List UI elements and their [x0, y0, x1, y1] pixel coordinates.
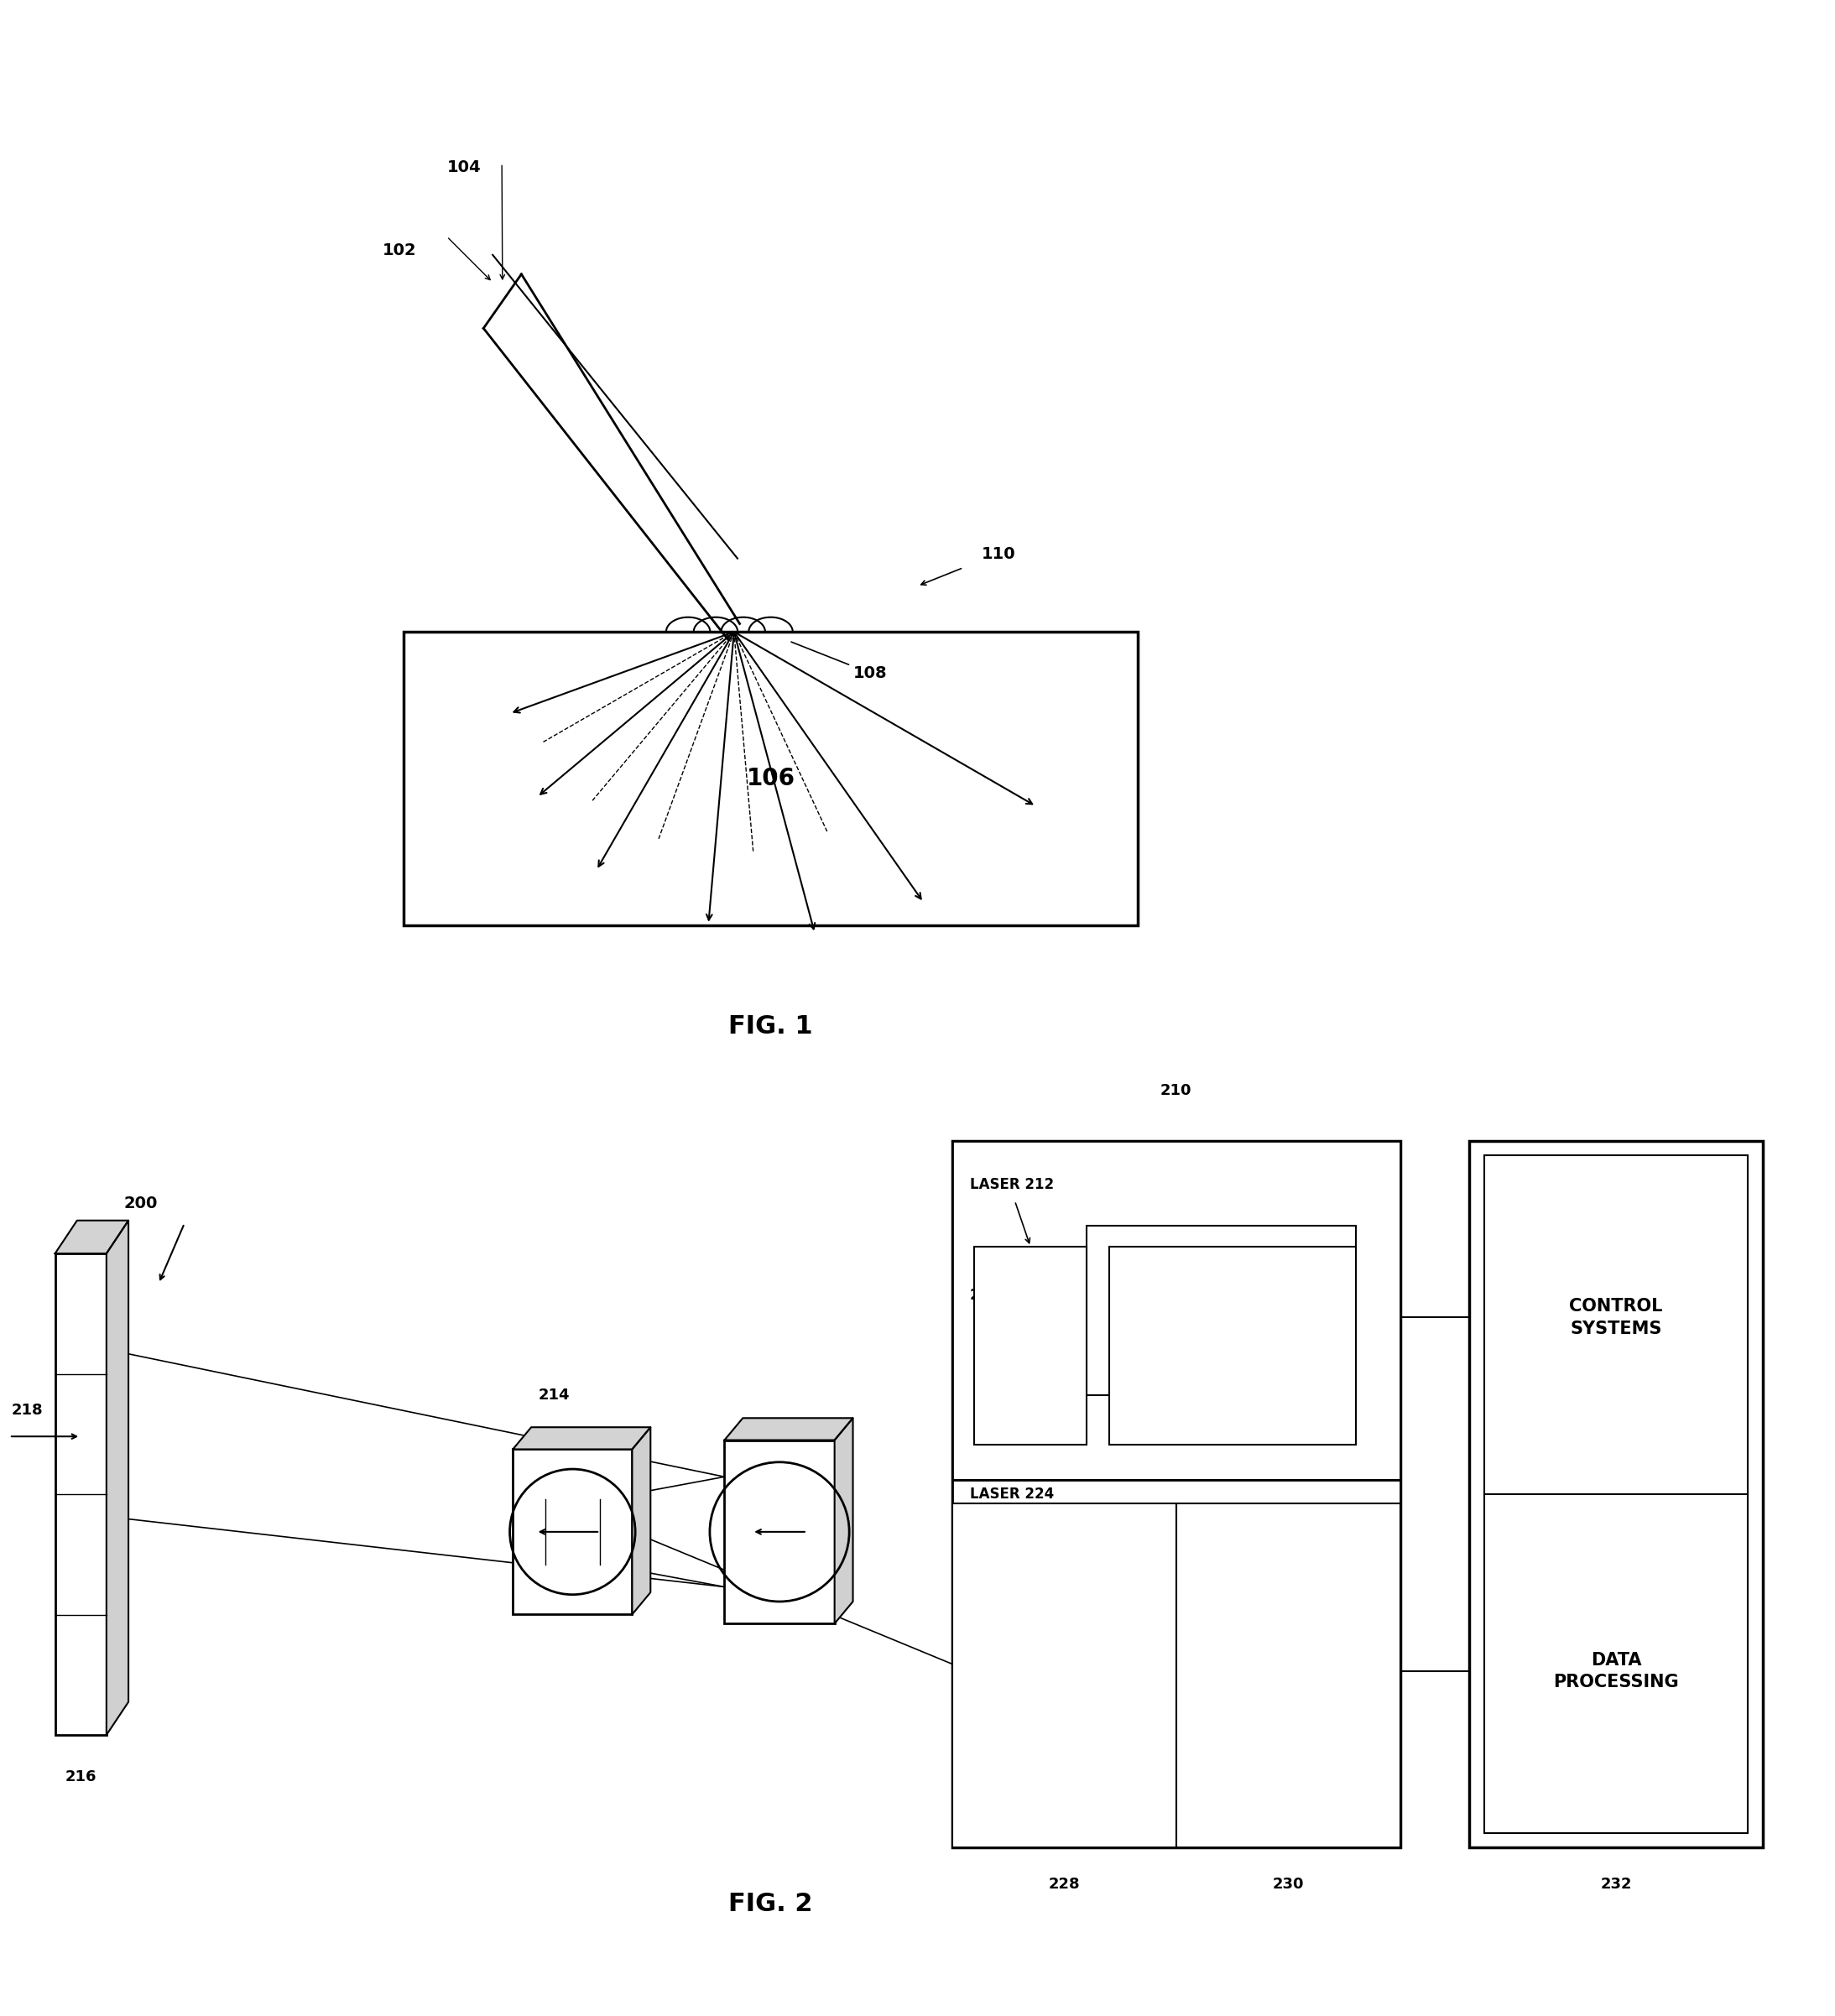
Text: LASER 212: LASER 212	[971, 1177, 1053, 1191]
Text: 106: 106	[747, 766, 795, 790]
Bar	[952, 1141, 1400, 1849]
Text: 104: 104	[446, 159, 481, 175]
Bar	[512, 1450, 631, 1615]
Text: CONTROL
SYSTEMS: CONTROL SYSTEMS	[1569, 1298, 1663, 1337]
Text: 232: 232	[1600, 1877, 1631, 1891]
Polygon shape	[835, 1417, 853, 1623]
Text: 214: 214	[538, 1387, 571, 1403]
Text: FIG. 1: FIG. 1	[728, 1014, 813, 1038]
Bar	[952, 1141, 1400, 1480]
Text: 230: 230	[1273, 1877, 1305, 1891]
Polygon shape	[725, 1417, 853, 1439]
Text: 210: 210	[1160, 1083, 1193, 1099]
Polygon shape	[55, 1220, 128, 1254]
Text: 108: 108	[791, 641, 888, 681]
Polygon shape	[106, 1220, 128, 1736]
Bar	[404, 631, 1138, 925]
Bar	[952, 1504, 1176, 1849]
Bar	[1108, 1246, 1356, 1445]
Bar	[55, 1254, 106, 1736]
Bar	[952, 1480, 1400, 1849]
Text: 110: 110	[982, 546, 1017, 562]
Text: 228: 228	[1048, 1877, 1081, 1891]
Text: DATA
PROCESSING: DATA PROCESSING	[1552, 1651, 1679, 1691]
Bar	[974, 1246, 1086, 1445]
Bar	[725, 1439, 835, 1623]
Text: 222: 222	[971, 1288, 1002, 1302]
Bar	[1470, 1141, 1763, 1849]
Bar	[1176, 1504, 1400, 1849]
Text: FIG. 2: FIG. 2	[728, 1891, 813, 1917]
Polygon shape	[512, 1427, 650, 1450]
Text: 102: 102	[382, 242, 417, 258]
Text: 200: 200	[125, 1195, 158, 1212]
Text: 220: 220	[1215, 1339, 1250, 1353]
Text: 218: 218	[11, 1403, 44, 1417]
Polygon shape	[631, 1427, 650, 1615]
Text: LASER 224: LASER 224	[971, 1486, 1053, 1502]
Bar	[1086, 1226, 1356, 1395]
Bar	[1485, 1155, 1749, 1833]
Text: 216: 216	[64, 1770, 97, 1784]
